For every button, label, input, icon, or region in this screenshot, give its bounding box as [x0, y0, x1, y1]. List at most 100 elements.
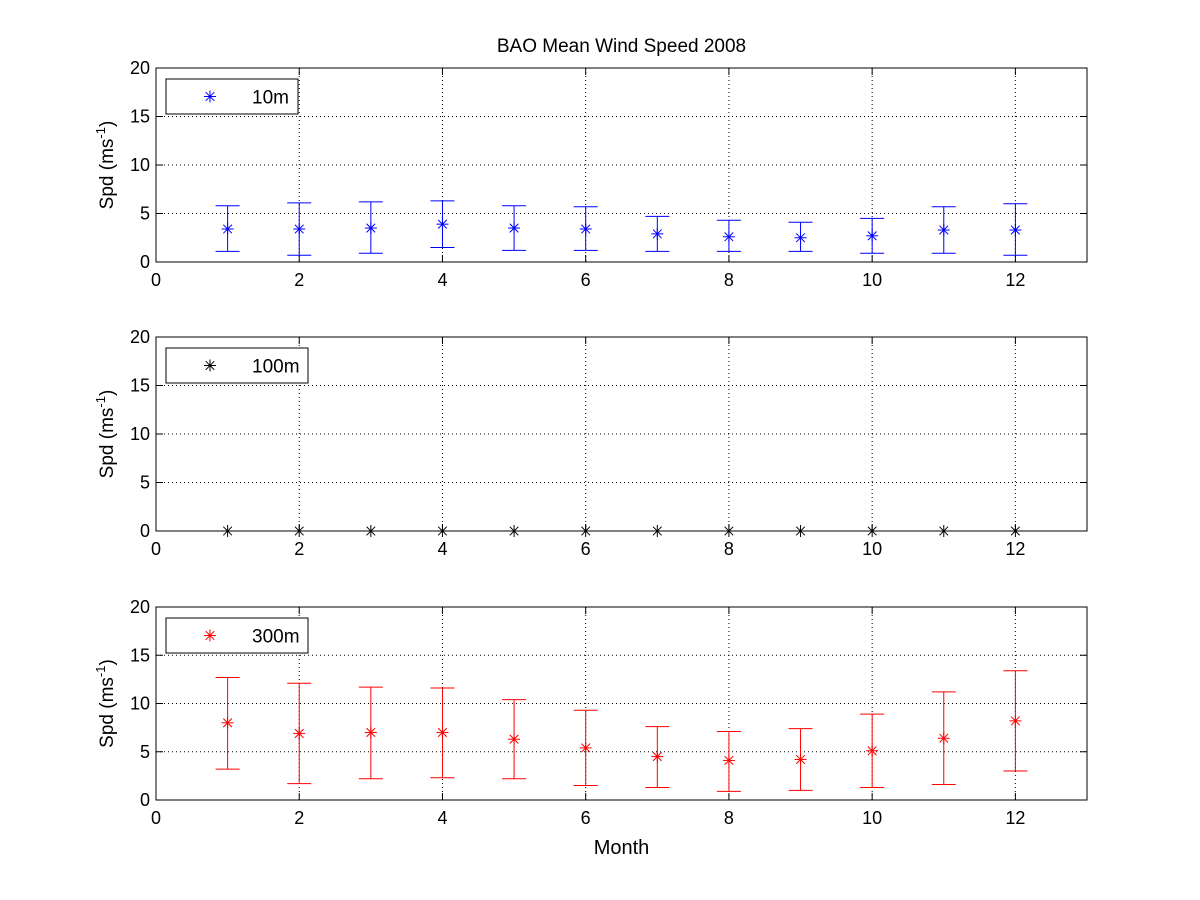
- panel-1-ytick-label-4: 20: [130, 58, 150, 78]
- panel-3-plot-area: [156, 607, 1087, 800]
- panel-3-point-8: [794, 753, 807, 766]
- panel-2-y-axis-label: Spd (ms-1): [93, 390, 118, 479]
- panel-3-point-9-stroke-d2: [867, 746, 877, 756]
- panel-2-legend-box: [165, 347, 309, 384]
- panel-1-xtick-label-1: 2: [294, 270, 304, 290]
- panel-2-point-5: [579, 525, 592, 537]
- panel-2-point-9: [866, 525, 879, 537]
- panel-3-point-2: [364, 726, 377, 739]
- panel-1-legend-label-0: 10m: [252, 88, 289, 109]
- panel-1-y-axis-label: Spd (ms-1): [93, 121, 118, 210]
- panel-2-point-4: [508, 525, 521, 537]
- panel-2-point-10-stroke-d2: [939, 526, 949, 536]
- panel-2-point-0: [221, 525, 234, 537]
- panel-2-point-7: [722, 525, 735, 537]
- panel-1-point-0-stroke-d2: [222, 224, 233, 234]
- panel-2-point-10: [937, 525, 950, 537]
- panel-2-y-axis-label-close: ): [97, 390, 118, 396]
- panel-1-point-8-stroke-d2: [795, 233, 806, 243]
- panel-2-point-6: [651, 525, 664, 537]
- panel-1-point-6-stroke-d2: [652, 229, 662, 239]
- panel-3-point-0: [221, 716, 234, 729]
- panel-3-point-4: [508, 733, 521, 746]
- panel-1-point-10-stroke-d2: [939, 225, 949, 235]
- panel-3-point-5: [579, 741, 592, 754]
- panel-2-xtick-label-1: 2: [294, 539, 304, 559]
- panel-1-point-9-stroke-d2: [867, 231, 877, 241]
- panel-1-legend-box: [165, 78, 299, 115]
- panel-1-y-axis-label-close: ): [97, 121, 118, 127]
- panel-3-series-0: [215, 670, 1028, 792]
- panel-1-point-3-stroke-d2: [437, 219, 448, 229]
- panel-3-legend-box: [165, 617, 309, 654]
- panel-3-y-axis-label-main: Spd (ms: [97, 677, 118, 748]
- panel-2-point-1-stroke-d2: [294, 526, 304, 536]
- panel-3-point-6-stroke-d2: [652, 751, 662, 762]
- panel-1-point-10: [937, 223, 950, 236]
- panel-2-point-8: [794, 525, 807, 537]
- panel-2-legend: 100m: [165, 347, 309, 384]
- panel-2-legend-marker-0: [204, 359, 216, 372]
- panel-2-series-0: [221, 525, 1022, 537]
- panel-1-y-axis-label-main: Spd (ms: [97, 139, 118, 210]
- panel-1-xtick-label-6: 12: [1005, 270, 1025, 290]
- panel-3-legend-marker-0: [204, 629, 216, 642]
- panel-2-point-2: [364, 525, 377, 537]
- panel-3-point-10-stroke-d2: [939, 733, 949, 743]
- panel-1-point-9: [866, 229, 879, 242]
- panel-2-point-1: [293, 525, 306, 537]
- panel-1-legend: 10m: [165, 78, 299, 115]
- panel-2-point-4-stroke-d2: [509, 526, 519, 536]
- panel-2-ytick-label-3: 15: [130, 376, 150, 396]
- panel-1-point-7: [722, 230, 735, 243]
- panel-2-xtick-label-2: 4: [437, 539, 447, 559]
- panel-1-point-2-stroke-d2: [366, 223, 376, 233]
- panel-3-xtick-label-1: 2: [294, 808, 304, 828]
- panel-2-xtick-label-4: 8: [724, 539, 734, 559]
- panel-1-point-5-stroke-d2: [581, 224, 591, 234]
- panel-1-ytick-label-2: 10: [130, 155, 150, 175]
- panel-1-point-3: [436, 218, 449, 231]
- panel-2-xtick-label-3: 6: [581, 539, 591, 559]
- panel-1-xtick-label-4: 8: [724, 270, 734, 290]
- panel-3-xtick-label-0: 0: [151, 808, 161, 828]
- panel-1-ytick-label-3: 15: [130, 107, 150, 127]
- panel-1-ytick-label-1: 5: [140, 204, 150, 224]
- panel-2-point-5-stroke-d2: [581, 526, 591, 536]
- panel-3-point-4-stroke-d2: [509, 734, 519, 744]
- panel-2-legend-label-0: 100m: [252, 357, 300, 378]
- panel-1-legend-marker-0-stroke-d2: [205, 91, 215, 102]
- panel-1-point-11: [1009, 223, 1022, 236]
- panel-3-legend-label-0: 300m: [252, 627, 300, 648]
- panel-2-xtick-label-6: 12: [1005, 539, 1025, 559]
- panel-3-point-0-stroke-d2: [222, 718, 233, 728]
- panel-1-y-axis-label-sup: -1: [93, 127, 108, 139]
- panel-1-point-11-stroke-d2: [1010, 225, 1021, 235]
- panel-3-point-3: [436, 726, 449, 739]
- panel-3-point-11: [1009, 714, 1022, 727]
- panel-2-point-7-stroke-d2: [724, 526, 734, 536]
- panel-2-point-3-stroke-d2: [437, 526, 448, 536]
- panel-1-xtick-label-5: 10: [862, 270, 882, 290]
- panel-2-ytick-label-2: 10: [130, 424, 150, 444]
- panel-2-point-8-stroke-d2: [795, 526, 806, 536]
- panel-3-xtick-label-6: 12: [1005, 808, 1025, 828]
- panel-1-xtick-label-0: 0: [151, 270, 161, 290]
- panel-2-point-6-stroke-d2: [652, 526, 662, 536]
- panel-2-point-11: [1009, 525, 1022, 537]
- panel-2-legend-marker-0-stroke-d2: [205, 360, 215, 371]
- panel-2-point-9-stroke-d2: [867, 526, 877, 536]
- panel-1-point-4: [508, 222, 521, 235]
- panel-2-point-11-stroke-d2: [1010, 526, 1021, 536]
- panel-3-x-axis-label: Month: [594, 837, 650, 859]
- panel-3-point-11-stroke-d2: [1010, 716, 1021, 726]
- panel-1-xtick-label-3: 6: [581, 270, 591, 290]
- panel-1-point-8: [794, 231, 807, 244]
- panel-3-legend-marker-0-stroke-d2: [205, 630, 215, 641]
- panel-1-point-5: [579, 223, 592, 236]
- panel-3-point-2-stroke-d2: [366, 727, 376, 738]
- panel-2-y-axis-label-sup: -1: [93, 396, 108, 408]
- panel-1-point-4-stroke-d2: [509, 223, 519, 233]
- panel-1-point-6: [651, 227, 664, 240]
